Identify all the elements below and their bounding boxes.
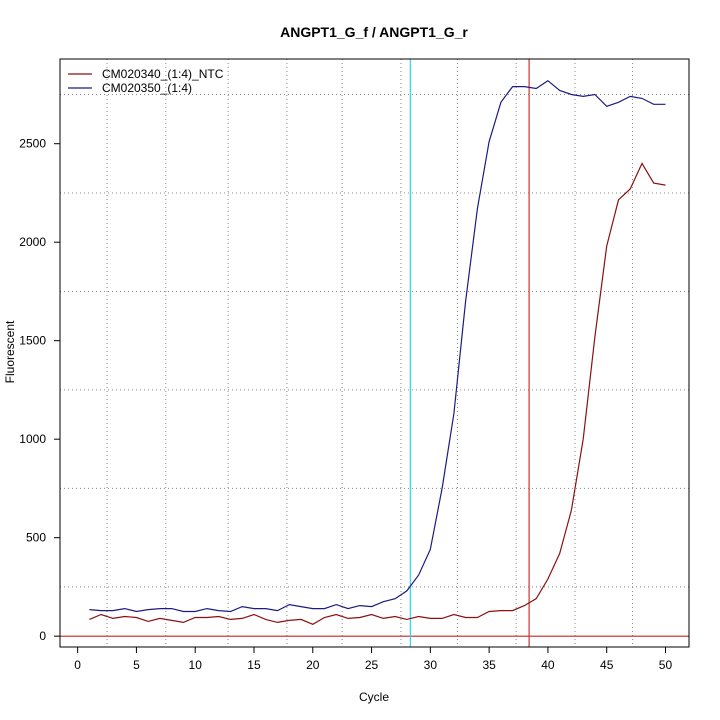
y-tick-label: 2500 (19, 137, 46, 151)
legend-label: CM020340_(1:4)_NTC (102, 67, 224, 81)
x-axis: 0 5 10 15 20 25 30 35 40 45 50 (74, 646, 673, 672)
y-tick-label: 500 (26, 531, 46, 545)
x-axis-label: Cycle (359, 690, 389, 704)
series-line (89, 79, 666, 613)
x-tick-label: 40 (541, 658, 555, 672)
x-tick-label: 30 (424, 658, 438, 672)
x-tick-label: 25 (365, 658, 379, 672)
x-tick-label: 45 (600, 658, 614, 672)
y-axis-label: Fluorescent (3, 320, 17, 383)
y-axis: 0 500 1000 1500 2000 2500 (19, 137, 61, 643)
y-tick-label: 1000 (19, 432, 46, 446)
x-tick-label: 20 (306, 658, 320, 672)
x-tick-label: 35 (482, 658, 496, 672)
grid-layer (60, 59, 689, 647)
x-tick-label: 50 (659, 658, 673, 672)
y-tick-label: 1500 (19, 334, 46, 348)
x-tick-label: 5 (133, 658, 140, 672)
y-tick-label: 0 (39, 629, 46, 643)
marker-layer (60, 59, 689, 647)
chart-title: ANGPT1_G_f / ANGPT1_G_r (280, 24, 468, 40)
x-tick-label: 10 (189, 658, 203, 672)
series-layer (89, 79, 666, 625)
series-line (89, 162, 666, 625)
x-tick-label: 15 (247, 658, 261, 672)
legend-label: CM020350_(1:4) (102, 81, 192, 95)
y-tick-label: 2000 (19, 235, 46, 249)
x-tick-label: 0 (74, 658, 81, 672)
